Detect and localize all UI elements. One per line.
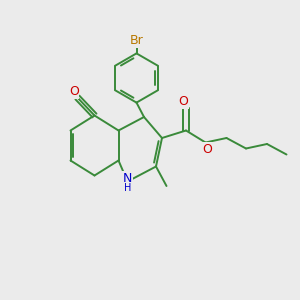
Text: O: O [202, 142, 212, 156]
Text: N: N [123, 172, 132, 185]
Text: Br: Br [130, 34, 143, 47]
Text: O: O [179, 95, 188, 109]
Text: H: H [124, 183, 131, 193]
Text: Br: Br [130, 34, 143, 47]
Text: O: O [69, 85, 79, 98]
